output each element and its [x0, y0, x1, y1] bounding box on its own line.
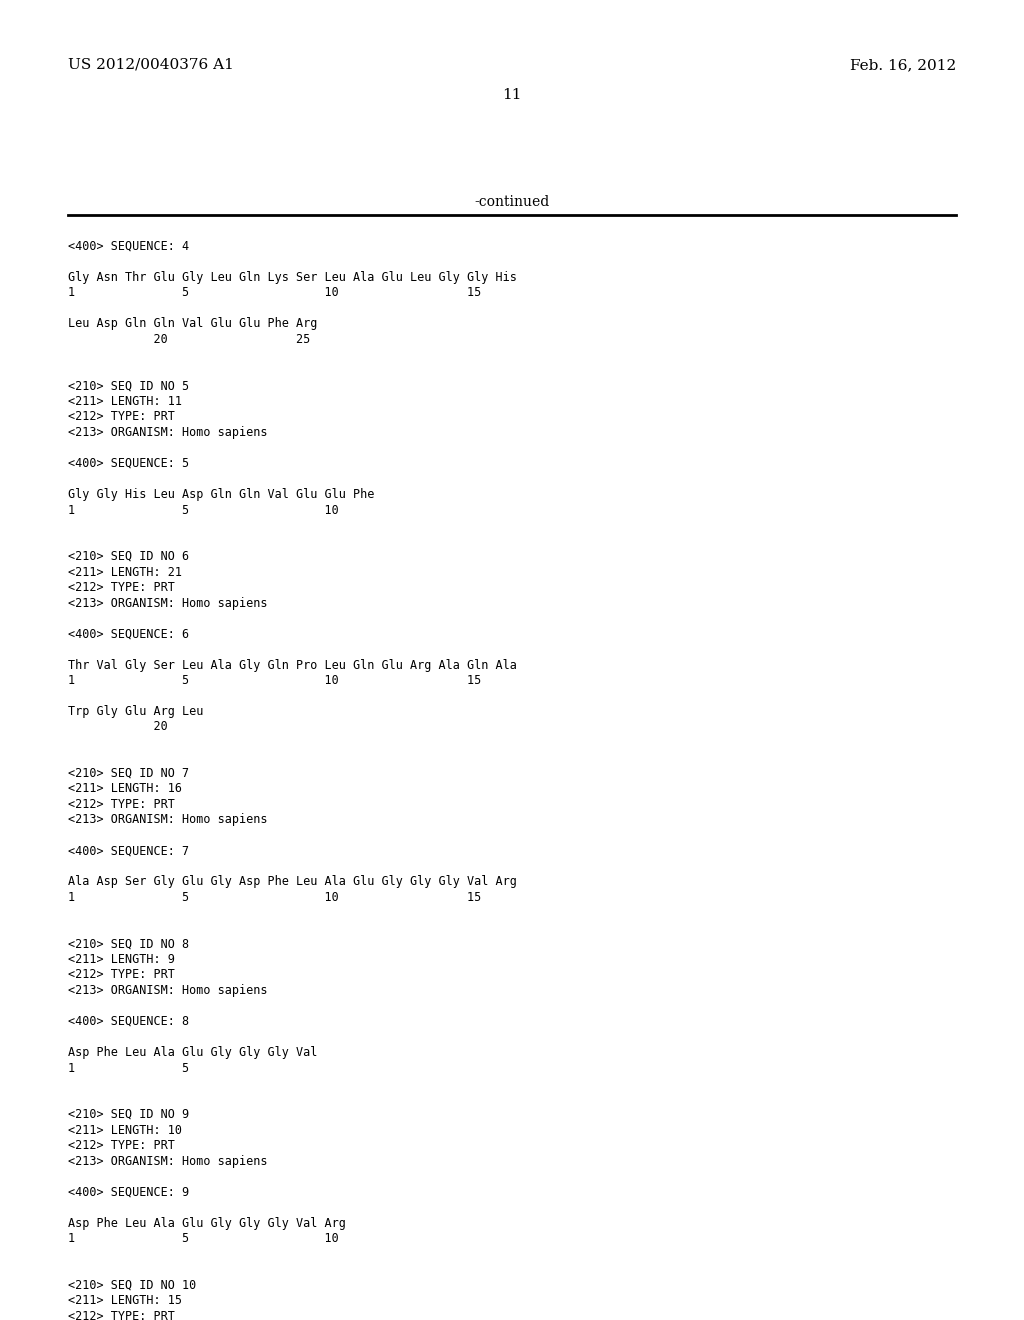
Text: <212> TYPE: PRT: <212> TYPE: PRT [68, 1309, 175, 1320]
Text: <213> ORGANISM: Homo sapiens: <213> ORGANISM: Homo sapiens [68, 426, 267, 440]
Text: <213> ORGANISM: Homo sapiens: <213> ORGANISM: Homo sapiens [68, 1155, 267, 1167]
Text: Thr Val Gly Ser Leu Ala Gly Gln Pro Leu Gln Glu Arg Ala Gln Ala: Thr Val Gly Ser Leu Ala Gly Gln Pro Leu … [68, 659, 517, 672]
Text: <213> ORGANISM: Homo sapiens: <213> ORGANISM: Homo sapiens [68, 597, 267, 610]
Text: <210> SEQ ID NO 8: <210> SEQ ID NO 8 [68, 937, 189, 950]
Text: 1               5                   10                  15: 1 5 10 15 [68, 286, 481, 300]
Text: <400> SEQUENCE: 8: <400> SEQUENCE: 8 [68, 1015, 189, 1028]
Text: <211> LENGTH: 16: <211> LENGTH: 16 [68, 783, 182, 796]
Text: <212> TYPE: PRT: <212> TYPE: PRT [68, 411, 175, 424]
Text: <211> LENGTH: 10: <211> LENGTH: 10 [68, 1123, 182, 1137]
Text: 1               5                   10                  15: 1 5 10 15 [68, 891, 481, 904]
Text: -continued: -continued [474, 195, 550, 209]
Text: 11: 11 [502, 88, 522, 102]
Text: 1               5                   10                  15: 1 5 10 15 [68, 675, 481, 686]
Text: <211> LENGTH: 15: <211> LENGTH: 15 [68, 1294, 182, 1307]
Text: 20                  25: 20 25 [68, 333, 310, 346]
Text: <210> SEQ ID NO 6: <210> SEQ ID NO 6 [68, 550, 189, 564]
Text: <400> SEQUENCE: 6: <400> SEQUENCE: 6 [68, 627, 189, 640]
Text: <400> SEQUENCE: 7: <400> SEQUENCE: 7 [68, 845, 189, 858]
Text: 1               5: 1 5 [68, 1061, 189, 1074]
Text: Gly Gly His Leu Asp Gln Gln Val Glu Glu Phe: Gly Gly His Leu Asp Gln Gln Val Glu Glu … [68, 488, 375, 502]
Text: <213> ORGANISM: Homo sapiens: <213> ORGANISM: Homo sapiens [68, 813, 267, 826]
Text: <400> SEQUENCE: 5: <400> SEQUENCE: 5 [68, 457, 189, 470]
Text: <211> LENGTH: 21: <211> LENGTH: 21 [68, 565, 182, 578]
Text: Feb. 16, 2012: Feb. 16, 2012 [850, 58, 956, 73]
Text: <212> TYPE: PRT: <212> TYPE: PRT [68, 1139, 175, 1152]
Text: <212> TYPE: PRT: <212> TYPE: PRT [68, 581, 175, 594]
Text: Gly Asn Thr Glu Gly Leu Gln Lys Ser Leu Ala Glu Leu Gly Gly His: Gly Asn Thr Glu Gly Leu Gln Lys Ser Leu … [68, 271, 517, 284]
Text: US 2012/0040376 A1: US 2012/0040376 A1 [68, 58, 233, 73]
Text: Asp Phe Leu Ala Glu Gly Gly Gly Val Arg: Asp Phe Leu Ala Glu Gly Gly Gly Val Arg [68, 1217, 346, 1229]
Text: <210> SEQ ID NO 7: <210> SEQ ID NO 7 [68, 767, 189, 780]
Text: <211> LENGTH: 9: <211> LENGTH: 9 [68, 953, 175, 966]
Text: Asp Phe Leu Ala Glu Gly Gly Gly Val: Asp Phe Leu Ala Glu Gly Gly Gly Val [68, 1045, 317, 1059]
Text: Ala Asp Ser Gly Glu Gly Asp Phe Leu Ala Glu Gly Gly Gly Val Arg: Ala Asp Ser Gly Glu Gly Asp Phe Leu Ala … [68, 875, 517, 888]
Text: <211> LENGTH: 11: <211> LENGTH: 11 [68, 395, 182, 408]
Text: 1               5                   10: 1 5 10 [68, 503, 339, 516]
Text: 1               5                   10: 1 5 10 [68, 1232, 339, 1245]
Text: <400> SEQUENCE: 4: <400> SEQUENCE: 4 [68, 240, 189, 253]
Text: <212> TYPE: PRT: <212> TYPE: PRT [68, 799, 175, 810]
Text: <400> SEQUENCE: 9: <400> SEQUENCE: 9 [68, 1185, 189, 1199]
Text: <210> SEQ ID NO 5: <210> SEQ ID NO 5 [68, 380, 189, 392]
Text: 20: 20 [68, 721, 168, 734]
Text: Leu Asp Gln Gln Val Glu Glu Phe Arg: Leu Asp Gln Gln Val Glu Glu Phe Arg [68, 318, 317, 330]
Text: <210> SEQ ID NO 9: <210> SEQ ID NO 9 [68, 1107, 189, 1121]
Text: Trp Gly Glu Arg Leu: Trp Gly Glu Arg Leu [68, 705, 204, 718]
Text: <212> TYPE: PRT: <212> TYPE: PRT [68, 969, 175, 982]
Text: <210> SEQ ID NO 10: <210> SEQ ID NO 10 [68, 1279, 197, 1291]
Text: <213> ORGANISM: Homo sapiens: <213> ORGANISM: Homo sapiens [68, 983, 267, 997]
